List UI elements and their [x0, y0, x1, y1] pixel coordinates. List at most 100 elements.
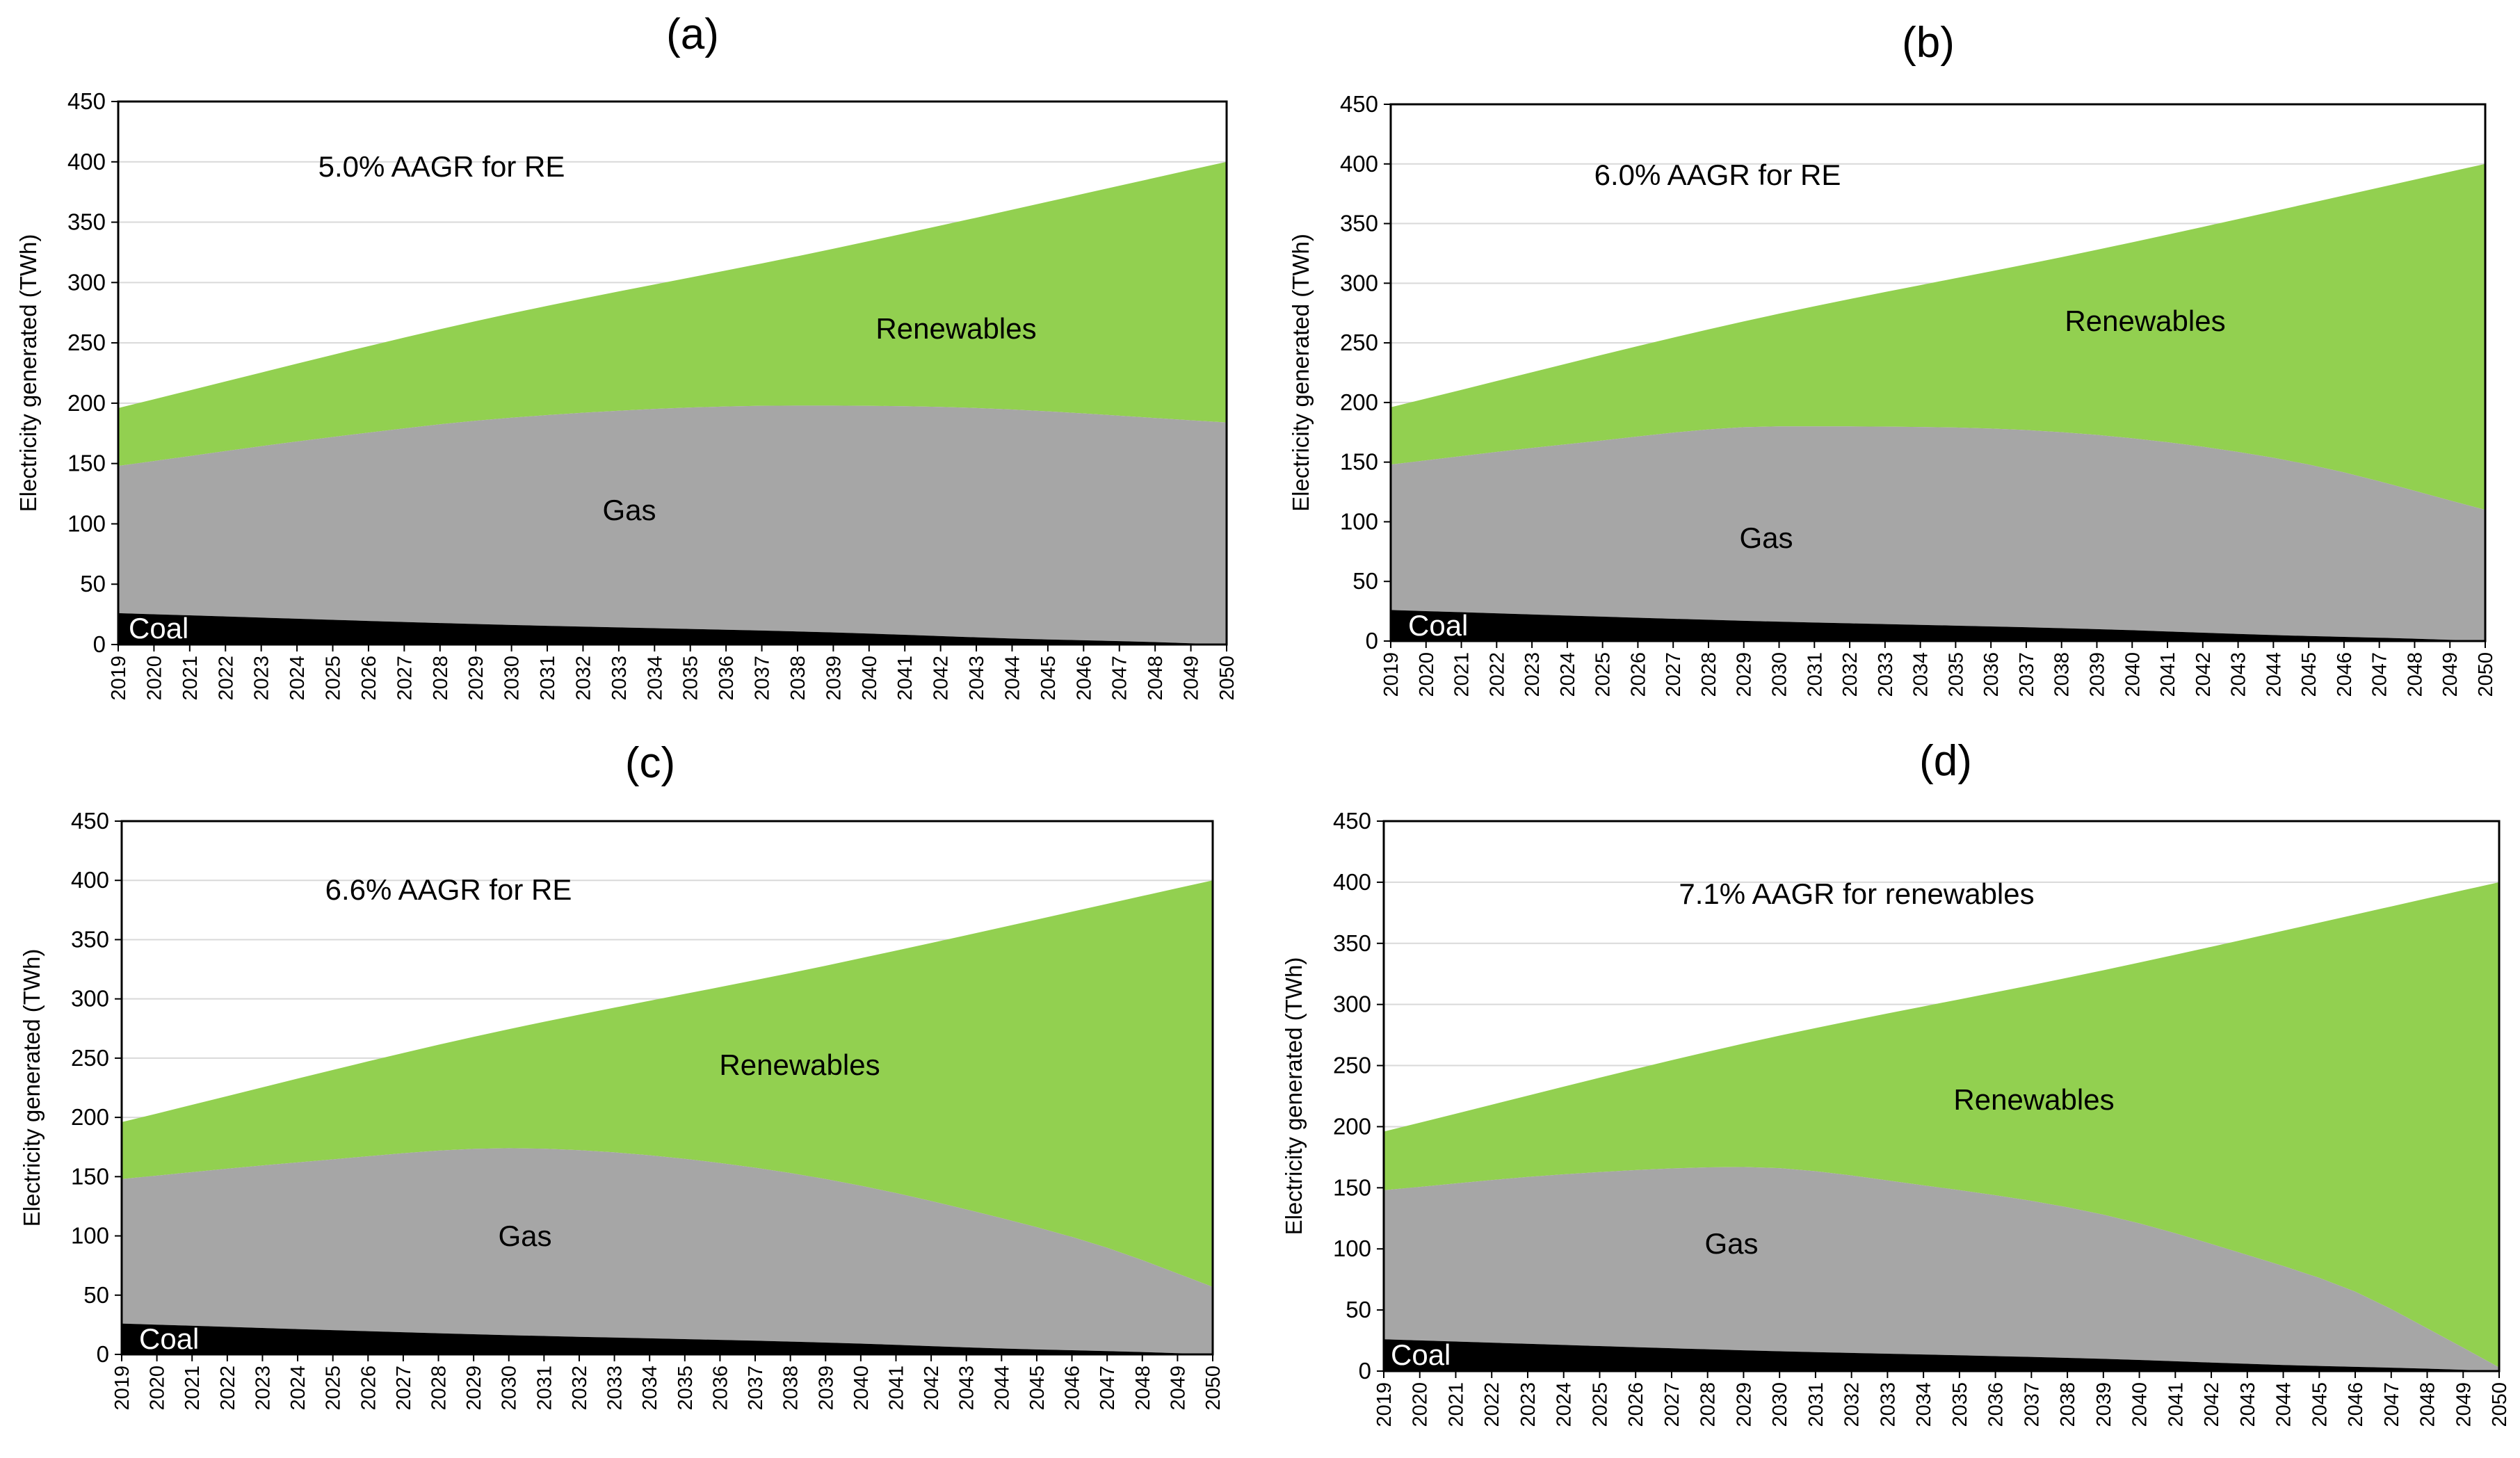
x-tick-label: 2043	[956, 1366, 978, 1411]
x-tick-label: 2042	[2201, 1382, 2223, 1427]
x-tick-label: 2040	[2122, 652, 2144, 697]
renewables-label: Renewables	[875, 312, 1036, 345]
y-tick-label: 100	[67, 510, 106, 536]
x-tick-label: 2036	[1985, 1382, 2008, 1427]
x-tick-label: 2020	[143, 656, 165, 701]
y-axis-label: Electricity generated (TWh)	[1281, 957, 1307, 1236]
x-tick-label: 2021	[1445, 1382, 1467, 1427]
x-tick-label: 2022	[215, 656, 237, 701]
x-tick-label: 2034	[1913, 1382, 1935, 1427]
y-tick-label: 150	[67, 451, 106, 476]
y-tick-label: 350	[71, 926, 109, 952]
x-tick-label: 2033	[604, 1366, 627, 1411]
y-tick-label: 100	[71, 1223, 109, 1249]
x-tick-label: 2026	[357, 1366, 380, 1411]
panel-a: (a) 0 50 100 150 200 250 300 350 400 450 2019 2020 20…	[15, 10, 1238, 701]
x-tick-label: 2030	[1769, 652, 1791, 697]
gas-area	[1391, 426, 2485, 641]
plot-frame	[1389, 103, 2487, 642]
x-tick-label: 2026	[1625, 1382, 1647, 1427]
x-tick-label: 2035	[1949, 1382, 1971, 1427]
x-tick-label: 2027	[394, 656, 416, 701]
x-tick-label: 2030	[501, 656, 524, 701]
y-tick-label: 450	[67, 88, 106, 114]
panel-d: (d) 0 50 100 150 200 250 300 350 400 450 2019 2020 20…	[1281, 737, 2511, 1427]
x-tick-label: 2045	[1026, 1366, 1049, 1411]
x-tick-label: 2046	[1073, 656, 1095, 701]
x-tick-label: 2039	[815, 1366, 837, 1411]
x-tick-label: 2045	[1037, 656, 1060, 701]
x-tick-label: 2035	[675, 1366, 697, 1411]
x-tick-label: 2029	[1734, 652, 1756, 697]
y-tick-label: 450	[1333, 808, 1371, 834]
x-tick-label: 2041	[2165, 1382, 2187, 1427]
x-tick-label: 2050	[2475, 652, 2497, 697]
x-tick-label: 2033	[1877, 1382, 1899, 1427]
renewables-area	[1384, 882, 2499, 1368]
x-tick-label: 2031	[533, 1366, 556, 1411]
y-tick-label: 450	[71, 808, 109, 834]
x-tick-label: 2020	[1416, 652, 1438, 697]
x-tick-label: 2037	[2021, 1382, 2043, 1427]
growth-annotation: 6.0% AAGR for RE	[1594, 159, 1841, 191]
x-tick-label: 2046	[2334, 652, 2356, 697]
y-tick-label: 200	[71, 1104, 109, 1130]
y-tick-label: 0	[1366, 628, 1378, 654]
panel-title: (d)	[1919, 737, 1972, 785]
x-tick-label: 2031	[537, 656, 559, 701]
coal-label: Coal	[1391, 1338, 1451, 1371]
x-tick-label: 2044	[2263, 652, 2285, 697]
coal-label: Coal	[129, 612, 188, 645]
panel-c: (c) 0 50 100 150 200 250 300 350 400 450 2019 2020 20…	[19, 739, 1225, 1411]
gas-area	[118, 405, 1227, 645]
x-tick-label: 2046	[2345, 1382, 2367, 1427]
coal-area	[122, 1323, 1213, 1354]
x-tick-label: 2022	[1481, 1382, 1503, 1427]
y-tick-label: 400	[1340, 151, 1378, 177]
x-tick-label: 2036	[709, 1366, 732, 1411]
y-tick-label: 400	[1333, 869, 1371, 895]
x-tick-label: 2021	[1451, 652, 1473, 697]
y-tick-label: 250	[1333, 1053, 1371, 1078]
x-tick-label: 2045	[2309, 1382, 2331, 1427]
x-tick-label: 2034	[644, 656, 666, 701]
x-tick-label: 2039	[823, 656, 845, 701]
x-tick-label: 2038	[780, 1366, 802, 1411]
y-tick-label: 400	[71, 867, 109, 893]
x-tick-label: 2042	[921, 1366, 943, 1411]
renewables-label: Renewables	[719, 1048, 880, 1081]
x-tick-label: 2037	[2016, 652, 2038, 697]
y-tick-label: 150	[71, 1163, 109, 1189]
x-tick-label: 2021	[179, 656, 202, 701]
plot-frame	[120, 820, 1214, 1356]
x-tick-label: 2033	[1875, 652, 1897, 697]
x-tick-label: 2038	[2057, 1382, 2079, 1427]
x-tick-label: 2050	[1216, 656, 1238, 701]
x-tick-label: 2050	[2489, 1382, 2511, 1427]
x-tick-label: 2031	[1804, 652, 1826, 697]
y-tick-label: 0	[93, 631, 106, 657]
x-tick-label: 2024	[1553, 1382, 1576, 1427]
x-tick-label: 2048	[1145, 656, 1167, 701]
coal-label: Coal	[1408, 609, 1468, 642]
y-tick-label: 50	[1352, 568, 1378, 594]
y-tick-label: 300	[71, 986, 109, 1012]
coal-area	[118, 613, 1227, 645]
x-tick-label: 2033	[608, 656, 631, 701]
x-tick-label: 2036	[1980, 652, 2003, 697]
x-tick-label: 2023	[251, 656, 273, 701]
x-tick-label: 2027	[1661, 1382, 1683, 1427]
x-tick-label: 2044	[2273, 1382, 2295, 1427]
x-tick-label: 2040	[859, 656, 881, 701]
x-tick-label: 2028	[1698, 652, 1720, 697]
y-axis-label: Electricity generated (TWh)	[1288, 234, 1314, 512]
x-tick-label: 2034	[639, 1366, 661, 1411]
x-tick-label: 2047	[1109, 656, 1131, 701]
y-tick-label: 250	[67, 330, 106, 355]
x-tick-label: 2025	[1589, 1382, 1611, 1427]
x-tick-label: 2043	[2228, 652, 2250, 697]
x-tick-label: 2037	[745, 1366, 767, 1411]
x-tick-label: 2044	[991, 1366, 1013, 1411]
y-tick-label: 50	[83, 1282, 109, 1308]
